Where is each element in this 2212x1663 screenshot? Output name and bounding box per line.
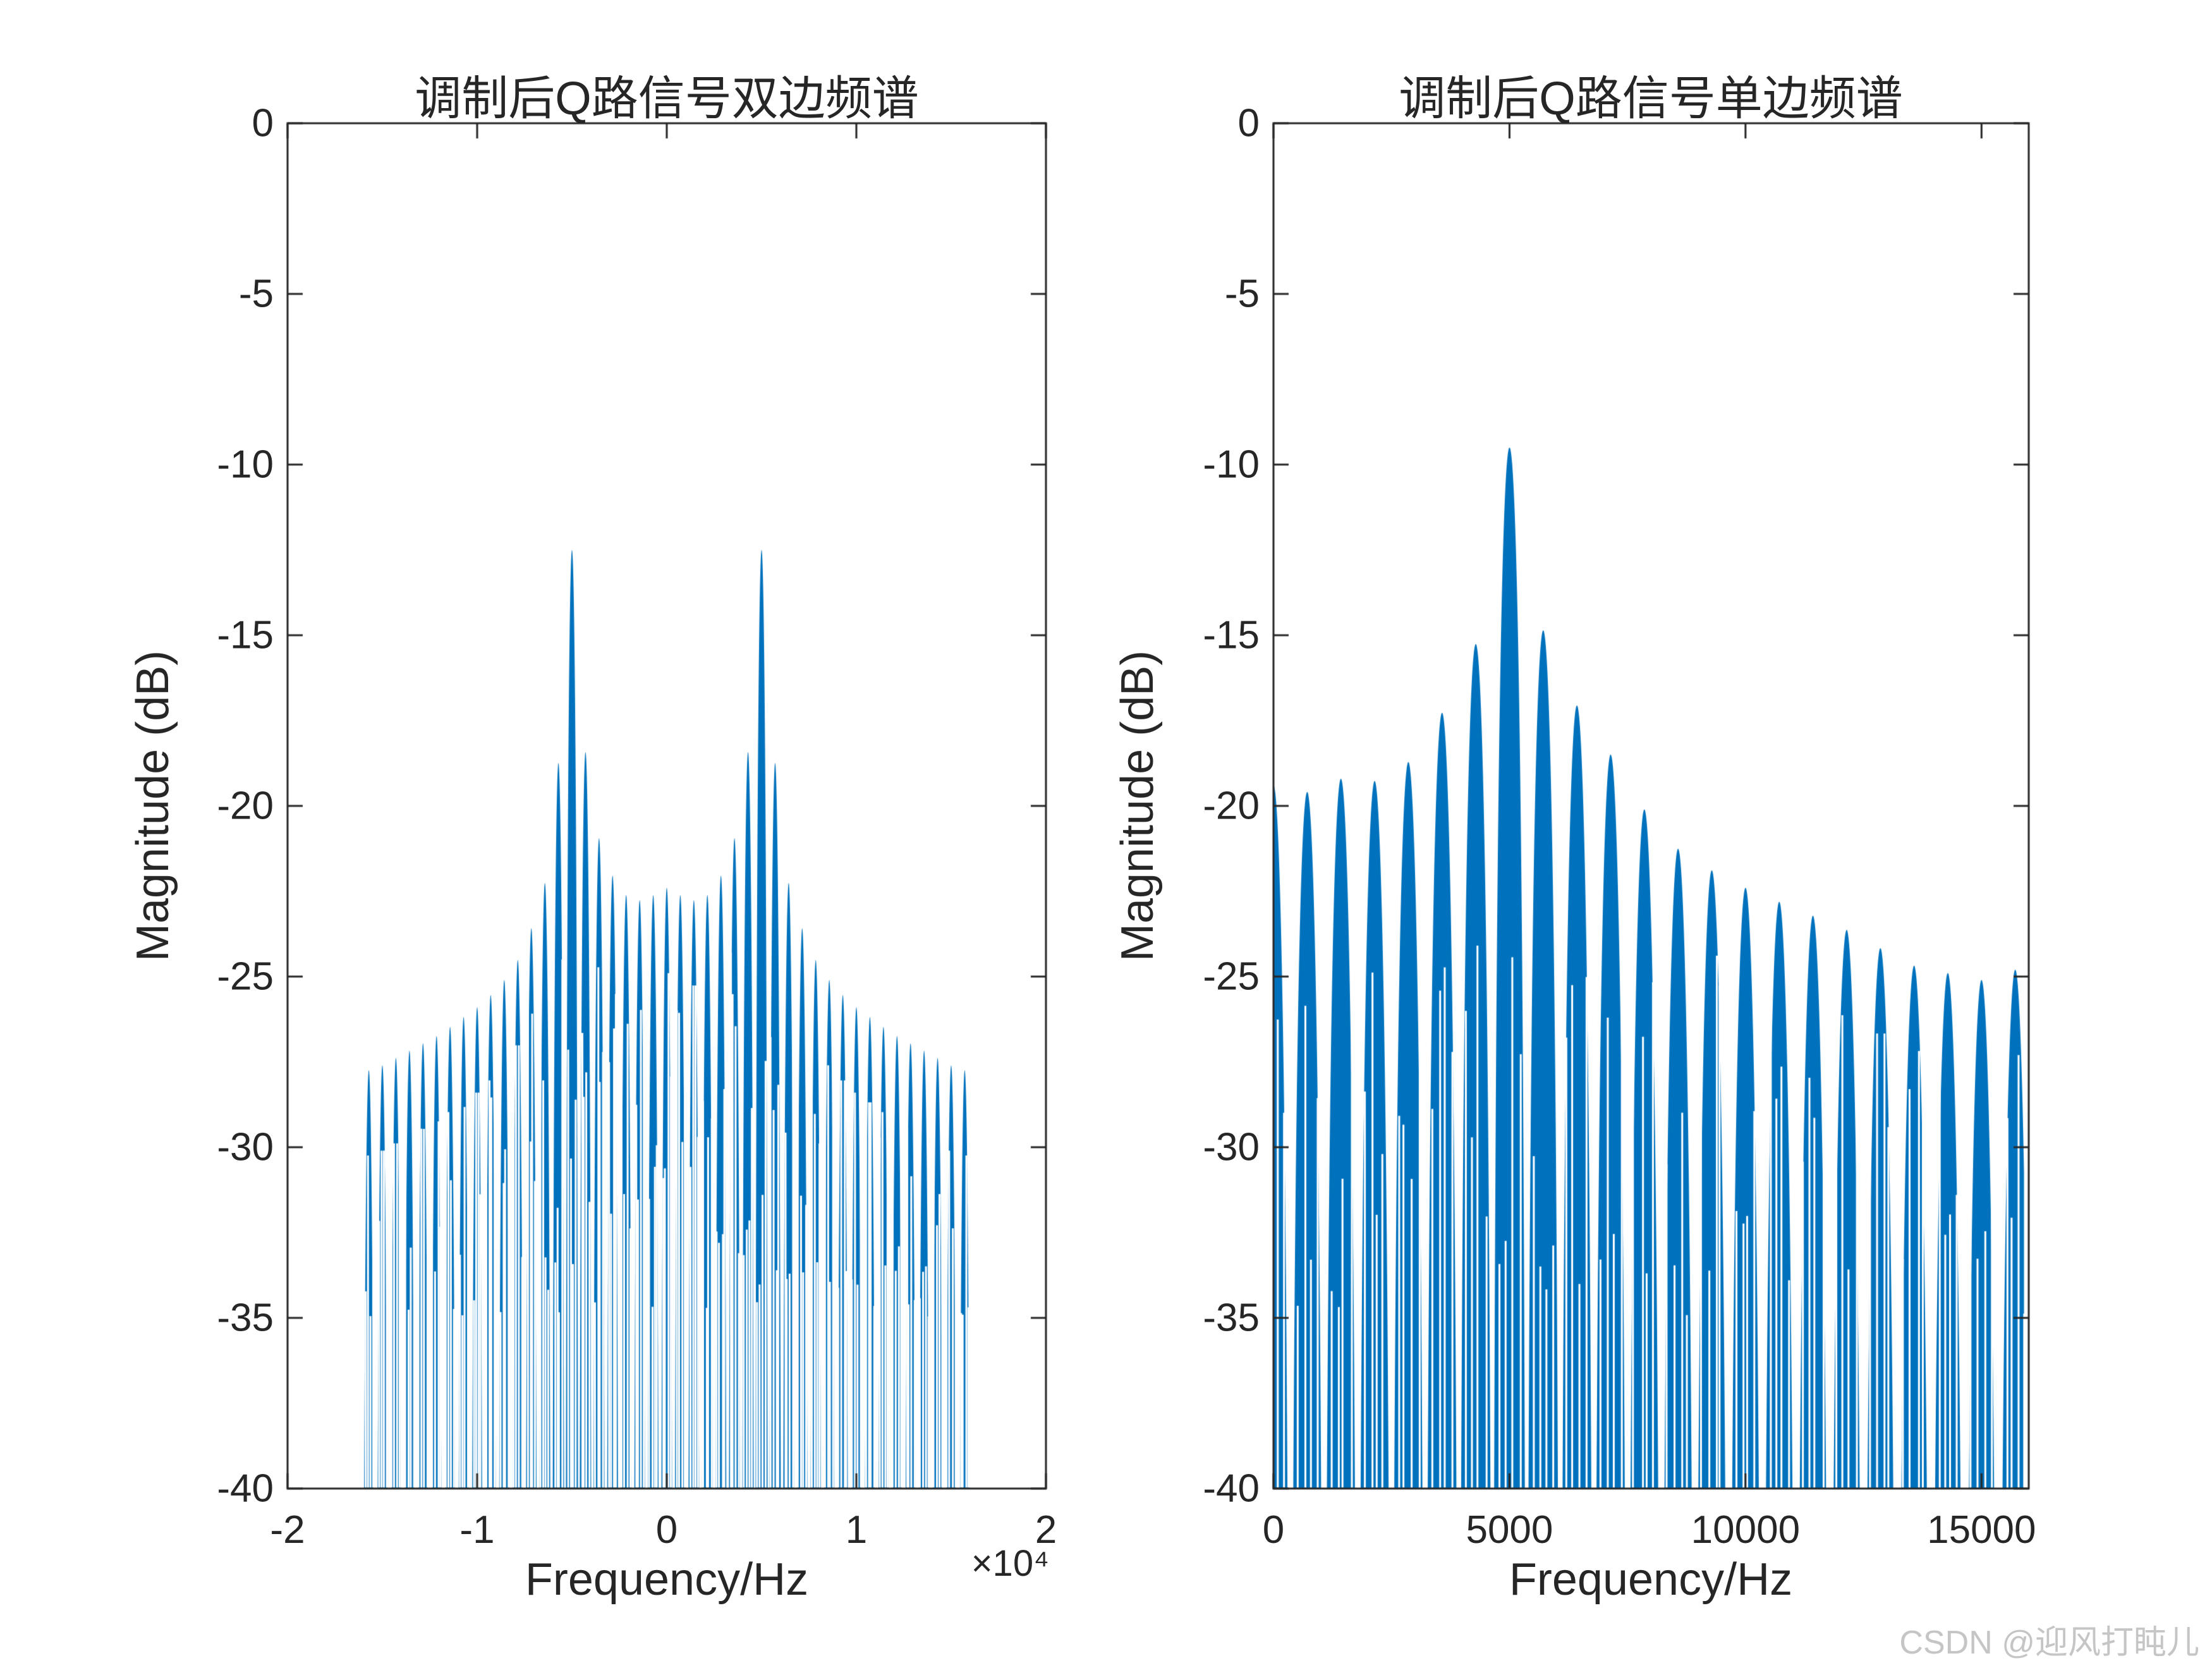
y-tick-label: -10 xyxy=(1203,442,1260,487)
y-tick-label: 0 xyxy=(252,101,274,145)
watermark: CSDN @迎风打盹儿 xyxy=(1899,1624,2199,1661)
y-tick-label: -30 xyxy=(217,1125,274,1169)
y-tick-label: -35 xyxy=(217,1296,274,1340)
x-tick-label: 2 xyxy=(1035,1508,1057,1552)
y-tick-label: -40 xyxy=(217,1466,274,1511)
x-tick-label: -2 xyxy=(270,1508,305,1552)
y-tick-label: -5 xyxy=(238,272,274,316)
y-tick-label: -5 xyxy=(1224,272,1260,316)
x-tick-label: 5000 xyxy=(1466,1508,1553,1552)
y-tick-label: -40 xyxy=(1203,1466,1260,1511)
left-chart-title: 调制后Q路信号双边频谱 xyxy=(415,72,919,125)
y-tick-label: -25 xyxy=(1203,954,1260,999)
left-x-axis-label: Frequency/Hz xyxy=(525,1554,809,1605)
y-tick-label: -25 xyxy=(217,954,274,999)
y-tick-label: -30 xyxy=(1203,1125,1260,1169)
right-x-axis-label: Frequency/Hz xyxy=(1509,1554,1793,1605)
x-tick-label: 15000 xyxy=(1927,1508,2036,1552)
x-tick-label: 1 xyxy=(845,1508,868,1552)
x-axis-exponent-label: ×10⁴ xyxy=(971,1543,1049,1584)
y-tick-label: -20 xyxy=(217,784,274,828)
left-y-axis-label: Magnitude (dB) xyxy=(128,650,178,962)
y-tick-label: -35 xyxy=(1203,1296,1260,1340)
right-y-axis-label: Magnitude (dB) xyxy=(1112,650,1163,962)
right-chart-title: 调制后Q路信号单边频谱 xyxy=(1399,72,1903,125)
x-tick-label: 0 xyxy=(1262,1508,1285,1552)
y-tick-label: -20 xyxy=(1203,784,1260,828)
y-tick-label: 0 xyxy=(1237,101,1260,145)
y-tick-label: -10 xyxy=(217,442,274,487)
x-tick-label: 0 xyxy=(655,1508,678,1552)
y-tick-label: -15 xyxy=(1203,613,1260,657)
x-tick-label: -1 xyxy=(459,1508,495,1552)
y-tick-label: -15 xyxy=(217,613,274,657)
x-tick-label: 10000 xyxy=(1691,1508,1801,1552)
